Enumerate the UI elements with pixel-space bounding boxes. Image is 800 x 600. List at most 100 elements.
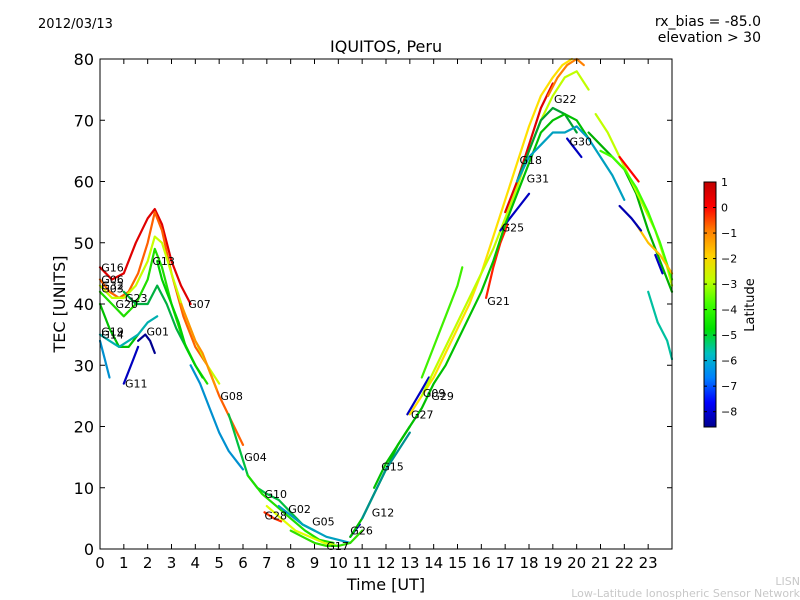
satellite-label-G14: G14 [101, 329, 124, 342]
chart-title: IQUITOS, Peru [330, 37, 443, 56]
x-tick-label: 9 [310, 554, 320, 572]
colorbar-tick-label: −4 [721, 304, 737, 317]
satellite-label-G04: G04 [244, 451, 267, 464]
x-tick-label: 8 [286, 554, 296, 572]
colorbar-tick-label: −1 [721, 227, 737, 240]
y-tick-label: 10 [74, 479, 94, 498]
satellite-label-G08: G08 [220, 390, 243, 403]
colorbar-tick-label: −2 [721, 253, 737, 266]
satellite-label-G31: G31 [527, 172, 550, 185]
series-lines [98, 57, 674, 548]
footer-abbr: LISN [775, 575, 800, 588]
satellite-label-G10: G10 [265, 488, 288, 501]
series-line-G31 [515, 106, 578, 183]
colorbar-tick-label: −6 [721, 355, 737, 368]
series-line-G17 [289, 529, 364, 548]
x-tick-label: 22 [615, 554, 634, 572]
series-line-G02 [265, 505, 340, 548]
satellite-label-G06: G06 [101, 274, 124, 287]
colorbar-tick-label: 0 [721, 202, 728, 215]
x-tick-label: 0 [95, 554, 105, 572]
x-tick-label: 11 [353, 554, 372, 572]
series-line-ramp-b [420, 266, 464, 379]
y-axis-label: TEC [UNITS] [50, 256, 69, 354]
series-line-G14 [98, 339, 111, 379]
series-line-ramp-a [373, 112, 590, 489]
series-line-ramp-c [515, 125, 626, 201]
elevation-label: elevation > 30 [657, 30, 761, 46]
series-line-G21 [485, 223, 509, 299]
colorbar-tick-label: −3 [721, 278, 737, 291]
series-line-fall-d [618, 155, 640, 183]
x-tick-label: 5 [214, 554, 224, 572]
colorbar-tick-label: −8 [721, 406, 737, 419]
x-tick-label: 12 [376, 554, 395, 572]
satellite-label-G21: G21 [487, 295, 510, 308]
satellite-label-G30: G30 [570, 136, 593, 149]
y-tick-label: 50 [74, 234, 94, 253]
series-line-fall-a [587, 131, 674, 293]
series-line-G30 [565, 137, 583, 159]
series-line-fall-c [599, 149, 674, 281]
series-line-fall-e [635, 223, 674, 275]
x-tick-label: 13 [400, 554, 419, 572]
y-tick-label: 40 [74, 295, 94, 314]
y-tick-label: 70 [74, 111, 94, 130]
satellite-label-G25: G25 [502, 221, 525, 234]
x-tick-label: 19 [543, 554, 562, 572]
y-tick-label: 20 [74, 418, 94, 437]
satellite-label-G01: G01 [147, 326, 170, 339]
satellite-label-G02: G02 [288, 503, 311, 516]
x-tick-label: 1 [119, 554, 129, 572]
satellite-label-G15: G15 [381, 460, 404, 473]
x-tick-label: 14 [424, 554, 443, 572]
satellite-label-G20: G20 [116, 298, 139, 311]
series-line-G18 [504, 82, 554, 214]
x-tick-label: 6 [238, 554, 248, 572]
series-line-G16 [98, 208, 192, 306]
satellite-label-G12: G12 [372, 506, 395, 519]
y-tick-label: 30 [74, 356, 94, 375]
colorbar-label: Latitude [743, 278, 758, 332]
series-line-G22 [546, 57, 585, 97]
satellite-label-G19: G19 [101, 326, 124, 339]
satellite-label-G11: G11 [125, 378, 148, 391]
series-line-G29 [420, 70, 590, 397]
satellite-label-G32: G32 [101, 280, 124, 293]
x-axis: 0 1 2 3 4 5 6 7 8 9 10 11 12 13 14 15 16 17 18 19 20 21 22 23Ti… [95, 59, 658, 594]
satellite-label-G26: G26 [350, 525, 373, 538]
x-tick-label: 15 [448, 554, 467, 572]
series-line-G09 [408, 57, 574, 416]
satellite-label-G23: G23 [125, 292, 148, 305]
satellite-label-G05: G05 [312, 515, 335, 528]
x-tick-label: 3 [167, 554, 177, 572]
series-line-fall-f [618, 204, 643, 232]
x-tick-label: 21 [591, 554, 610, 572]
satellite-label-G28: G28 [265, 509, 288, 522]
series-line-G05 [277, 505, 352, 545]
x-tick-label: 7 [262, 554, 272, 572]
satellite-label-G09: G09 [423, 387, 446, 400]
x-tick-label: 18 [519, 554, 538, 572]
receiver-info: rx_bias = -85.0 elevation > 30 [655, 14, 761, 46]
satellite-label-G03: G03 [101, 283, 124, 296]
colorbar: 1 0 −1 −2 −3 −4 −5 −6 −7 −8 Latitude [703, 176, 758, 428]
y-tick-label: 60 [74, 173, 94, 192]
satellite-label-G29: G29 [431, 390, 454, 403]
colorbar-tick-label: −7 [721, 380, 737, 393]
satellite-label-G22: G22 [554, 93, 577, 106]
x-tick-label: 10 [329, 554, 348, 572]
rx-bias-label: rx_bias = -85.0 [654, 14, 761, 30]
x-tick-label: 23 [639, 554, 658, 572]
x-tick-label: 4 [191, 554, 201, 572]
series-line-G19 [98, 315, 159, 348]
satellite-label-G18: G18 [520, 154, 543, 167]
x-tick-label: 17 [496, 554, 515, 572]
x-tick-label: 16 [472, 554, 491, 572]
satellite-label-G07: G07 [188, 298, 211, 311]
series-line-G11 [122, 345, 140, 385]
satellite-label-G17: G17 [326, 540, 349, 553]
series-line-G01 [137, 333, 156, 355]
